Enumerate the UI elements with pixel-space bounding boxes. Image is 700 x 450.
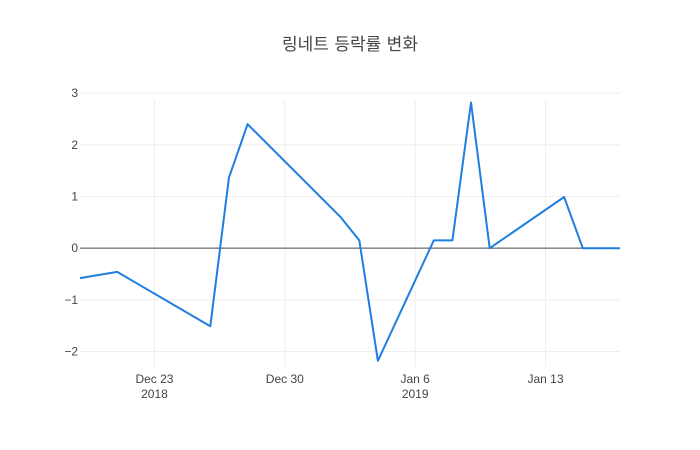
x-tick-label: Jan 6 [400, 372, 430, 386]
y-tick-label: 3 [71, 86, 78, 100]
gridlines [80, 92, 620, 367]
y-axis-ticks: 3 2 1 0 −1 −2 [64, 86, 78, 358]
y-tick-label: 1 [71, 190, 78, 204]
x-tick-year-label: 2018 [141, 387, 168, 401]
series-line [79, 101, 620, 362]
series-layer [79, 101, 620, 362]
y-tick-label: −2 [64, 345, 78, 359]
x-tick-year-label: 2019 [402, 387, 429, 401]
x-tick-label: Dec 30 [266, 372, 304, 386]
x-tick-label: Jan 13 [528, 372, 564, 386]
chart-title: 링네트 등락률 변화 [282, 35, 418, 55]
y-tick-label: −1 [64, 293, 78, 307]
y-tick-label: 2 [71, 138, 78, 152]
x-tick-label: Dec 23 [135, 372, 173, 386]
y-tick-label: 0 [71, 241, 78, 255]
